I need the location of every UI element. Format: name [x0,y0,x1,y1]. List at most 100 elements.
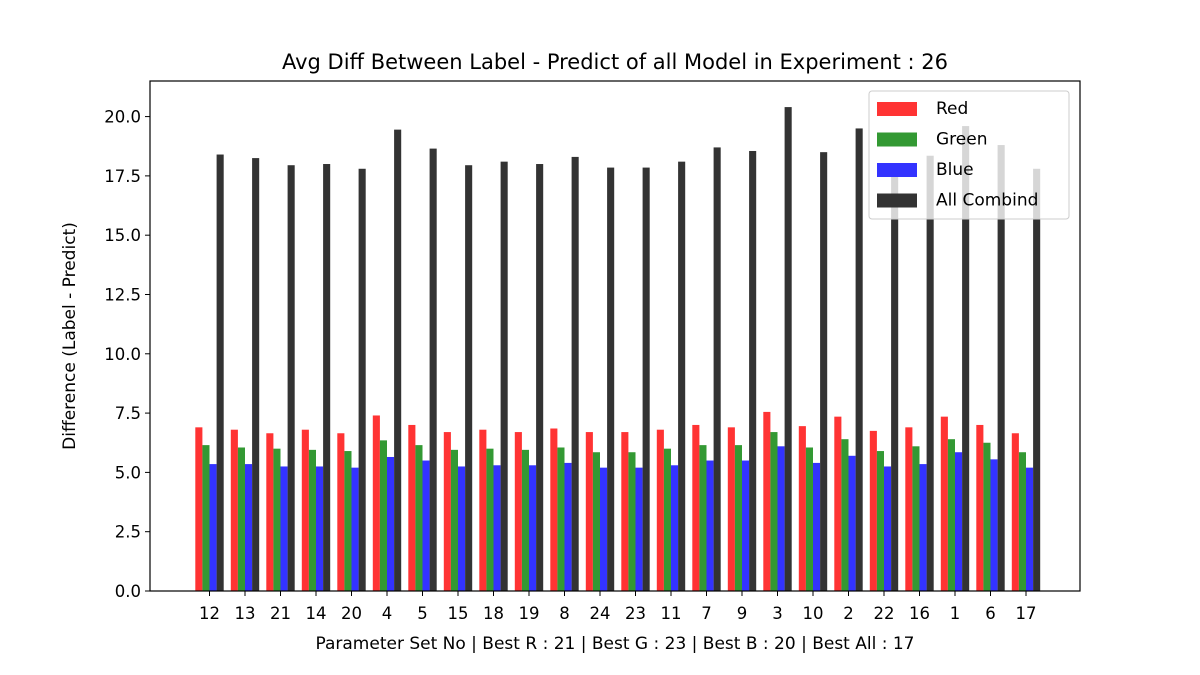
bar-green-18 [486,448,494,591]
bar-blue-24 [600,467,608,591]
y-tick-label: 10.0 [104,345,141,364]
bar-red-6 [976,424,984,591]
y-tick-label: 2.5 [115,523,141,542]
legend-swatch-red [877,102,917,116]
y-tick-label: 0.0 [115,582,141,601]
bar-all-combind-10 [820,152,828,591]
x-tick-label: 6 [985,604,996,623]
bar-all-combind-9 [749,150,757,592]
bar-all-combind-2 [855,128,863,591]
y-tick-label: 5.0 [115,463,141,482]
x-tick-label: 3 [772,604,783,623]
bar-all-combind-1 [962,126,970,591]
bar-red-16 [905,427,913,591]
bar-green-3 [770,432,778,591]
bar-all-combind-4 [394,129,402,591]
bar-blue-9 [742,460,750,591]
x-tick-label: 14 [306,604,327,623]
legend-swatch-green [877,132,917,147]
legend-swatch-blue [877,163,917,177]
bar-all-combind-22 [891,165,899,591]
x-tick-label: 23 [625,604,646,623]
x-tick-label: 7 [701,604,712,623]
bar-green-5 [415,445,423,591]
x-tick-label: 18 [483,604,504,623]
bar-blue-22 [884,466,892,591]
y-tick-label: 15.0 [104,226,141,245]
x-tick-label: 9 [737,604,748,623]
bar-all-combind-21 [287,165,295,591]
x-tick-label: 22 [874,604,895,623]
bar-red-20 [337,433,345,591]
bar-all-combind-15 [465,165,473,591]
x-tick-label: 16 [909,604,930,623]
bar-red-21 [266,433,274,591]
bar-red-17 [1011,433,1019,591]
y-tick-label: 20.0 [104,108,141,127]
bar-all-combind-3 [784,107,792,591]
x-tick-label: 13 [235,604,256,623]
bar-all-combind-12 [216,154,224,591]
bar-green-24 [592,452,600,591]
bar-all-combind-6 [997,145,1005,592]
bar-red-15 [443,432,451,591]
bar-all-combind-23 [642,167,650,591]
x-tick-label: 10 [803,604,824,623]
bar-green-6 [983,442,991,591]
bar-red-23 [621,432,629,591]
legend: Red Green Blue All Combind [868,90,1070,220]
bar-red-13 [230,429,238,591]
bar-green-7 [699,445,707,591]
bar-blue-1 [955,452,963,591]
bar-red-12 [195,427,203,591]
y-tick-label: 12.5 [104,285,141,304]
x-tick-label: 2 [843,604,854,623]
x-tick-label: 11 [661,604,682,623]
bar-blue-14 [316,466,324,591]
bar-all-combind-14 [323,164,331,591]
x-tick-label: 12 [199,604,220,623]
legend-label-all-combind: All Combind [936,191,1038,211]
bar-red-10 [798,426,806,591]
bar-all-combind-5 [429,148,437,591]
bar-green-15 [450,449,458,591]
bar-all-combind-17 [1033,168,1041,591]
bar-all-combind-8 [571,156,579,591]
x-axis-label: Parameter Set No | Best R : 21 | Best G … [315,634,914,654]
bar-green-8 [557,447,565,591]
bar-green-16 [912,446,920,591]
x-tick-label: 5 [417,604,428,623]
bar-red-8 [550,428,558,591]
chart-title: Avg Diff Between Label - Predict of all … [282,50,948,74]
bars-layer [195,107,1041,592]
x-axis: 12 13 21 14 20 4 5 15 18 19 8 24 23 11 7 9 3 10 2 22 16 1 6 17 [199,591,1037,623]
bar-all-combind-19 [536,164,544,591]
y-axis-label: Difference (Label - Predict) [60,222,80,450]
bar-all-combind-18 [500,161,508,591]
bar-blue-8 [564,462,572,591]
x-tick-label: 8 [559,604,570,623]
bar-green-12 [202,445,210,591]
bar-red-22 [869,430,877,591]
bar-green-4 [379,440,387,591]
bar-blue-2 [848,455,856,591]
bar-green-17 [1018,452,1026,591]
bar-green-23 [628,452,636,591]
y-axis: 0.0 2.5 5.0 7.5 10.0 12.5 15.0 17.5 20.0 [104,108,150,601]
bar-green-13 [237,447,245,591]
legend-items: Red Green Blue All Combind [877,99,1038,211]
bar-blue-16 [919,464,927,591]
bar-blue-23 [635,467,643,591]
y-tick-label: 7.5 [115,404,141,423]
x-tick-label: 4 [382,604,393,623]
bar-all-combind-13 [252,158,260,591]
bar-green-14 [308,449,316,591]
bar-green-22 [876,451,884,591]
plot-area-frame [149,80,1081,592]
bar-green-9 [734,445,742,591]
bar-all-combind-24 [607,167,615,591]
bar-red-14 [301,429,309,591]
bar-red-19 [514,432,522,591]
legend-box [868,90,1070,220]
bar-red-1 [940,416,948,591]
